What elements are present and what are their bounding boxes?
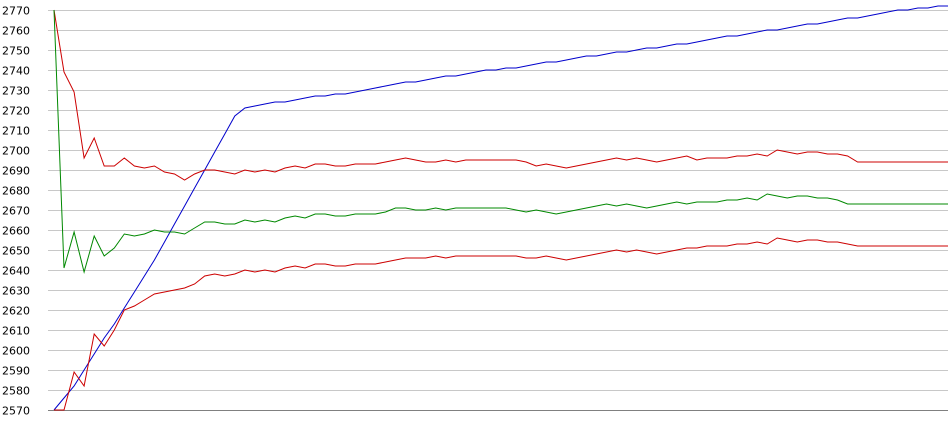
y-tick-label-2580: 2580 xyxy=(2,385,30,398)
y-tick-label-2640: 2640 xyxy=(2,265,30,278)
y-tick-label-2620: 2620 xyxy=(2,305,30,318)
y-tick-label-2760: 2760 xyxy=(2,25,30,38)
series-line-3 xyxy=(53,9,948,274)
y-tick-label-2630: 2630 xyxy=(2,285,30,298)
y-tick-label-2660: 2660 xyxy=(2,225,30,238)
series-line-2 xyxy=(53,9,948,181)
y-tick-label-2720: 2720 xyxy=(2,105,30,118)
y-tick-label-2750: 2750 xyxy=(2,45,30,58)
series-lines xyxy=(53,5,948,411)
y-tick-label-2710: 2710 xyxy=(2,125,30,138)
y-tick-label-2740: 2740 xyxy=(2,65,30,78)
y-tick-label-2770: 2770 xyxy=(2,5,30,18)
series-line-1 xyxy=(53,5,948,411)
y-tick-label-2600: 2600 xyxy=(2,345,30,358)
y-tick-label-2570: 2570 xyxy=(2,405,30,418)
y-tick-label-2690: 2690 xyxy=(2,165,30,178)
y-tick-label-2670: 2670 xyxy=(2,205,30,218)
y-tick-label-2650: 2650 xyxy=(2,245,30,258)
y-tick-label-2700: 2700 xyxy=(2,145,30,158)
y-axis-tick-labels: 2570 2580 2590 2600 2610 2620 2630 2640 2650 2660… xyxy=(2,5,30,418)
gridlines xyxy=(48,10,948,411)
y-tick-label-2730: 2730 xyxy=(2,85,30,98)
series-line-4 xyxy=(54,237,948,411)
y-tick-label-2680: 2680 xyxy=(2,185,30,198)
y-tick-label-2590: 2590 xyxy=(2,365,30,378)
y-tick-label-2610: 2610 xyxy=(2,325,30,338)
